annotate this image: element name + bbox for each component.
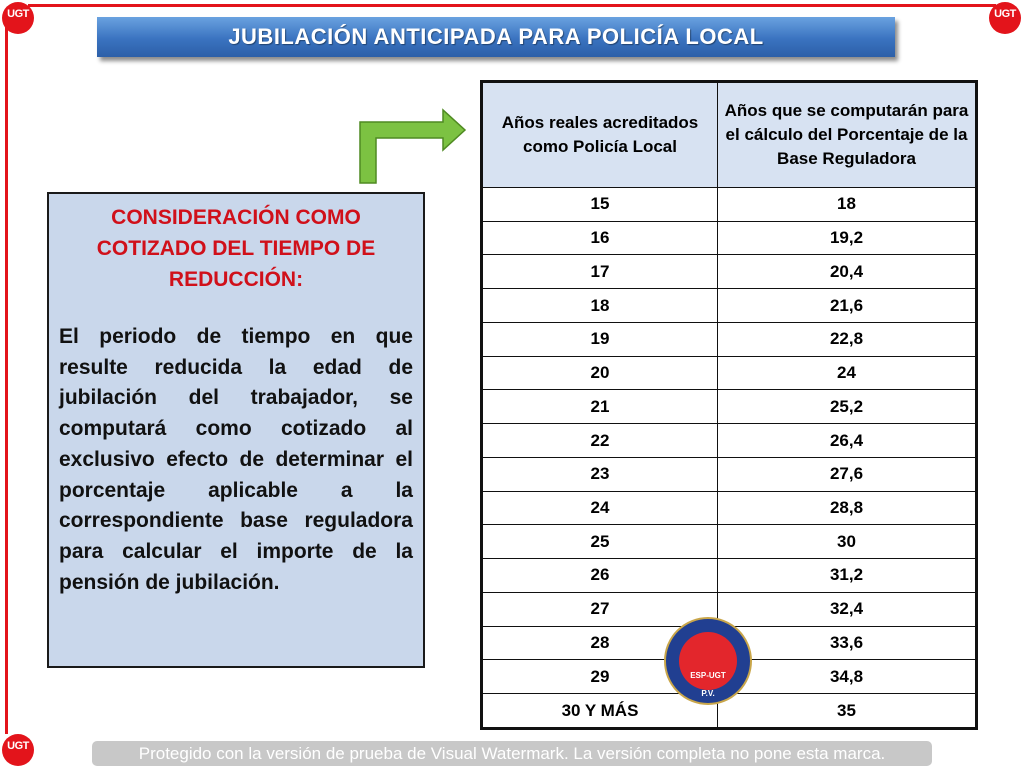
computed-years-cell: 22,8 bbox=[717, 321, 977, 357]
esp-ugt-seal: ESP-UGT P.V. bbox=[664, 617, 752, 705]
computed-years-cell: 27,6 bbox=[717, 456, 977, 492]
real-years-cell: 15 bbox=[481, 187, 718, 222]
computed-years-cell: 18 bbox=[717, 187, 977, 222]
ugt-logo-top-right: UGT bbox=[989, 2, 1021, 34]
computed-years-cell: 25,2 bbox=[717, 389, 977, 425]
computed-years-cell: 35 bbox=[717, 693, 977, 729]
table-row: 23 27,6 bbox=[481, 456, 977, 492]
computed-years-cell: 28,8 bbox=[717, 490, 977, 526]
table-row: 30 Y MÁS 35 bbox=[481, 693, 977, 729]
real-years-cell: 16 bbox=[481, 220, 718, 256]
real-years-cell: 26 bbox=[481, 558, 718, 593]
page-title: JUBILACIÓN ANTICIPADA PARA POLICÍA LOCAL bbox=[97, 17, 895, 57]
table-row: 25 30 bbox=[481, 524, 977, 560]
table-row: 24 28,8 bbox=[481, 490, 977, 526]
table-row: 22 26,4 bbox=[481, 423, 977, 458]
consideration-body: El periodo de tiempo en que resulte redu… bbox=[59, 325, 413, 594]
real-years-cell: 25 bbox=[481, 524, 718, 560]
computed-years-cell: 30 bbox=[717, 524, 977, 560]
header-computed-years: Años que se computarán para el cálculo d… bbox=[717, 81, 977, 188]
computed-years-cell: 32,4 bbox=[717, 591, 977, 627]
computed-years-cell: 31,2 bbox=[717, 558, 977, 593]
table-row: 15 18 bbox=[481, 187, 977, 222]
table-row: 17 20,4 bbox=[481, 254, 977, 290]
real-years-cell: 18 bbox=[481, 288, 718, 323]
real-years-cell: 24 bbox=[481, 490, 718, 526]
real-years-cell: 21 bbox=[481, 389, 718, 425]
computed-years-cell: 24 bbox=[717, 355, 977, 391]
real-years-cell: 23 bbox=[481, 456, 718, 492]
table-row: 26 31,2 bbox=[481, 558, 977, 593]
real-years-cell: 19 bbox=[481, 321, 718, 357]
table-header-row: Años reales acreditados como Policía Loc… bbox=[481, 81, 977, 188]
table-row: 16 19,2 bbox=[481, 220, 977, 256]
header-real-years: Años reales acreditados como Policía Loc… bbox=[481, 81, 718, 188]
real-years-cell: 20 bbox=[481, 355, 718, 391]
watermark-banner: Protegido con la versión de prueba de Vi… bbox=[92, 741, 932, 766]
computed-years-cell: 34,8 bbox=[717, 659, 977, 695]
ugt-logo-top-left: UGT bbox=[2, 2, 34, 34]
computed-years-cell: 33,6 bbox=[717, 625, 977, 661]
table-row: 27 32,4 bbox=[481, 591, 977, 627]
ugt-logo-bottom-left: UGT bbox=[2, 734, 34, 766]
years-table: Años reales acreditados como Policía Loc… bbox=[480, 80, 978, 730]
consideration-heading: CONSIDERACIÓN COMO COTIZADO DEL TIEMPO D… bbox=[96, 206, 376, 291]
computed-years-cell: 26,4 bbox=[717, 423, 977, 458]
green-arrow-icon bbox=[359, 108, 467, 184]
left-red-line bbox=[5, 22, 8, 734]
real-years-cell: 17 bbox=[481, 254, 718, 290]
top-red-line bbox=[28, 4, 996, 7]
computed-years-cell: 19,2 bbox=[717, 220, 977, 256]
consideration-box: CONSIDERACIÓN COMO COTIZADO DEL TIEMPO D… bbox=[47, 192, 425, 668]
real-years-cell: 30 Y MÁS bbox=[481, 693, 718, 729]
real-years-cell: 22 bbox=[481, 423, 718, 458]
table-row: 19 22,8 bbox=[481, 321, 977, 357]
table-row: 21 25,2 bbox=[481, 389, 977, 425]
real-years-cell: 27 bbox=[481, 591, 718, 627]
computed-years-cell: 21,6 bbox=[717, 288, 977, 323]
computed-years-cell: 20,4 bbox=[717, 254, 977, 290]
table-row: 18 21,6 bbox=[481, 288, 977, 323]
table-row: 20 24 bbox=[481, 355, 977, 391]
